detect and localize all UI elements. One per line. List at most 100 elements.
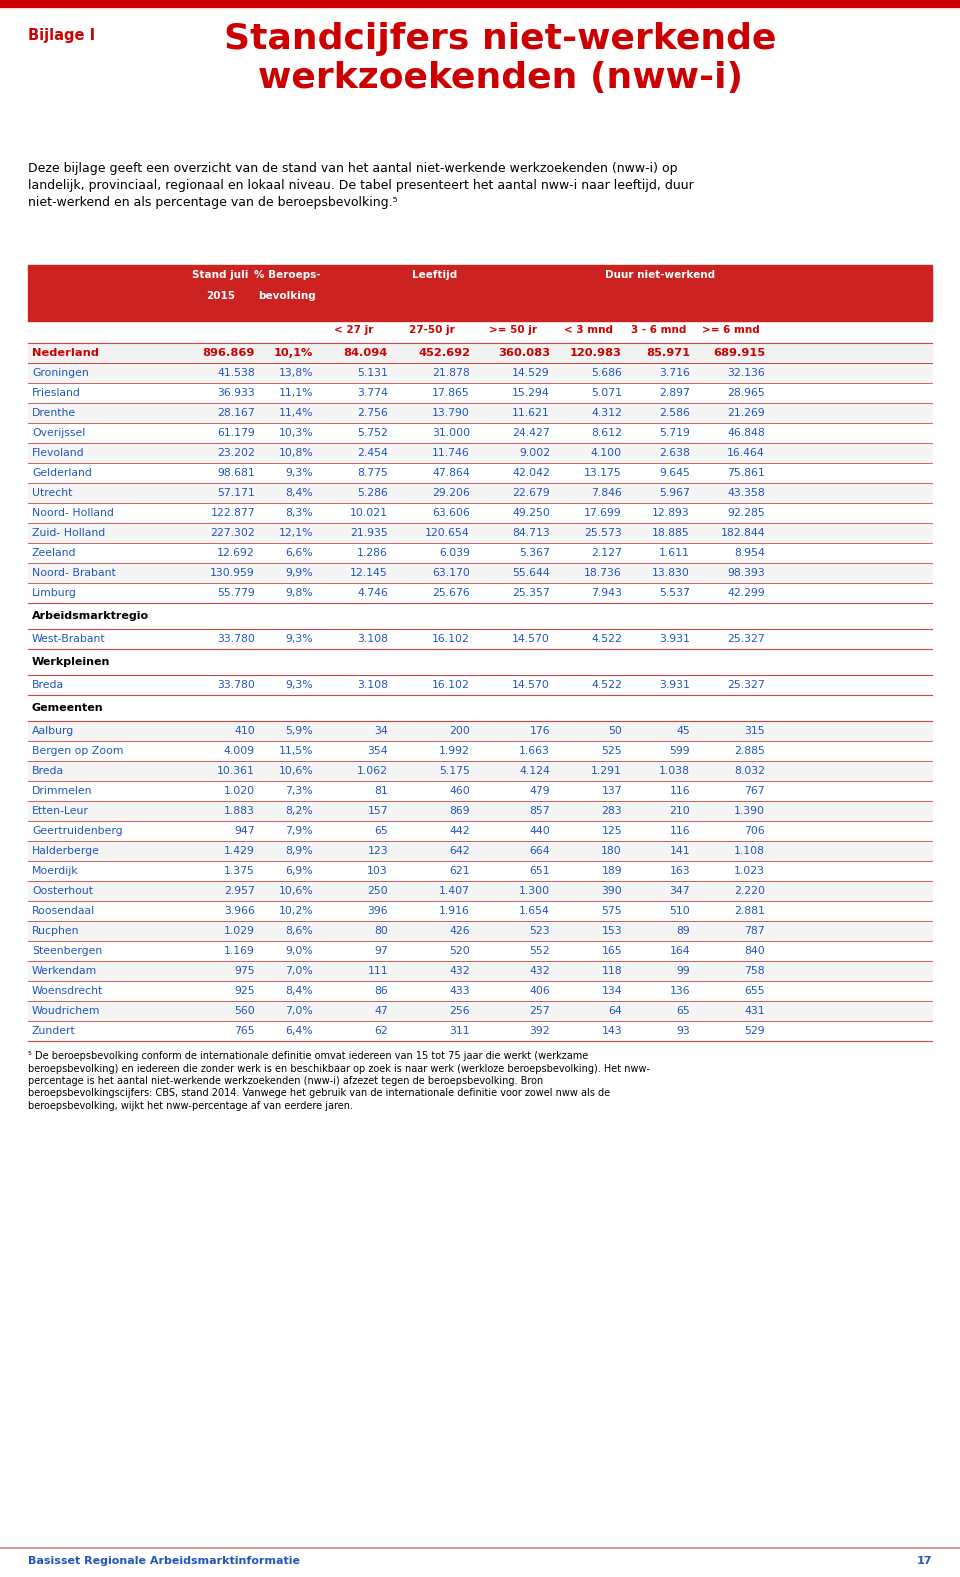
Text: 1.663: 1.663: [519, 746, 550, 755]
Bar: [28, 404, 932, 423]
Text: beroepsbevolkingscijfers: CBS, stand 2014. Vanwege het gebruik van de internatio: beroepsbevolkingscijfers: CBS, stand 201…: [28, 1088, 611, 1099]
Text: 765: 765: [234, 1027, 255, 1036]
Text: 21.269: 21.269: [728, 408, 765, 418]
Bar: [28, 960, 932, 981]
Text: 134: 134: [601, 986, 622, 997]
Text: 655: 655: [744, 986, 765, 997]
Text: 975: 975: [234, 967, 255, 976]
Text: 426: 426: [449, 926, 470, 937]
Text: Standcijfers niet-werkende
werkzoekenden (nww-i): Standcijfers niet-werkende werkzoekenden…: [224, 22, 777, 95]
Text: 257: 257: [529, 1006, 550, 1016]
Text: 2.220: 2.220: [734, 886, 765, 896]
Text: 1.286: 1.286: [357, 547, 388, 558]
Text: 510: 510: [669, 907, 690, 916]
Text: 25.676: 25.676: [432, 588, 470, 598]
Text: 47: 47: [374, 1006, 388, 1016]
Text: 1.992: 1.992: [439, 746, 470, 755]
Text: Zundert: Zundert: [32, 1027, 76, 1036]
Text: 89: 89: [676, 926, 690, 937]
Text: 5.967: 5.967: [660, 487, 690, 498]
Text: 10,1%: 10,1%: [274, 349, 313, 358]
Text: 25.573: 25.573: [585, 528, 622, 538]
Text: 5.071: 5.071: [591, 388, 622, 397]
Text: 227.302: 227.302: [210, 528, 255, 538]
Text: 12,1%: 12,1%: [278, 528, 313, 538]
Text: 311: 311: [449, 1027, 470, 1036]
Text: 1.038: 1.038: [659, 766, 690, 776]
Text: 5.686: 5.686: [591, 367, 622, 378]
Text: Rucphen: Rucphen: [32, 926, 80, 937]
Text: 13.830: 13.830: [652, 568, 690, 579]
Text: 130.959: 130.959: [210, 568, 255, 579]
Text: 14.570: 14.570: [512, 680, 550, 691]
Text: 182.844: 182.844: [720, 528, 765, 538]
Text: 137: 137: [601, 785, 622, 796]
Text: Bergen op Zoom: Bergen op Zoom: [32, 746, 124, 755]
Text: < 27 jr: < 27 jr: [334, 325, 373, 334]
Text: 9,3%: 9,3%: [285, 468, 313, 478]
Text: < 3 mnd: < 3 mnd: [564, 325, 613, 334]
Bar: [28, 464, 932, 483]
Text: 141: 141: [669, 845, 690, 856]
Text: 2.127: 2.127: [591, 547, 622, 558]
Text: 9.002: 9.002: [518, 448, 550, 457]
Bar: [28, 981, 932, 1001]
Text: ⁵ De beroepsbevolking conform de internationale definitie omvat iedereen van 15 : ⁵ De beroepsbevolking conform de interna…: [28, 1050, 588, 1061]
Text: 5.367: 5.367: [519, 547, 550, 558]
Text: 5.286: 5.286: [357, 487, 388, 498]
Text: 21.878: 21.878: [432, 367, 470, 378]
Text: 651: 651: [529, 866, 550, 875]
Bar: [28, 941, 932, 960]
Text: 65: 65: [676, 1006, 690, 1016]
Text: 21.935: 21.935: [350, 528, 388, 538]
Text: 869: 869: [449, 806, 470, 815]
Text: Geertruidenberg: Geertruidenberg: [32, 826, 123, 836]
Bar: [28, 882, 932, 900]
Text: 599: 599: [669, 746, 690, 755]
Text: 11,5%: 11,5%: [278, 746, 313, 755]
Bar: [0, 0, 960, 6]
Text: 16.102: 16.102: [432, 634, 470, 643]
Text: 925: 925: [234, 986, 255, 997]
Text: 9,0%: 9,0%: [285, 946, 313, 956]
Text: 55.644: 55.644: [513, 568, 550, 579]
Text: 42.042: 42.042: [512, 468, 550, 478]
Text: 8,4%: 8,4%: [285, 487, 313, 498]
Text: Zuid- Holland: Zuid- Holland: [32, 528, 106, 538]
Text: Utrecht: Utrecht: [32, 487, 72, 498]
Text: 14.570: 14.570: [512, 634, 550, 643]
Text: 523: 523: [529, 926, 550, 937]
Text: 153: 153: [601, 926, 622, 937]
Text: 18.885: 18.885: [652, 528, 690, 538]
Text: 6,6%: 6,6%: [285, 547, 313, 558]
Text: 92.285: 92.285: [728, 508, 765, 517]
Text: 13.790: 13.790: [432, 408, 470, 418]
Text: Woensdrecht: Woensdrecht: [32, 986, 104, 997]
Text: 111: 111: [368, 967, 388, 976]
Text: 50: 50: [608, 725, 622, 736]
Text: 93: 93: [676, 1027, 690, 1036]
Text: 840: 840: [744, 946, 765, 956]
Text: 24.427: 24.427: [513, 427, 550, 438]
Bar: [28, 344, 932, 363]
Text: 315: 315: [744, 725, 765, 736]
Text: 1.390: 1.390: [734, 806, 765, 815]
Text: 2015: 2015: [206, 292, 235, 301]
Text: 57.171: 57.171: [217, 487, 255, 498]
Text: Friesland: Friesland: [32, 388, 81, 397]
Text: Leeftijd: Leeftijd: [412, 270, 457, 281]
Text: 11.746: 11.746: [432, 448, 470, 457]
Text: 32.136: 32.136: [728, 367, 765, 378]
Text: 520: 520: [449, 946, 470, 956]
Text: 3.774: 3.774: [357, 388, 388, 397]
Text: 143: 143: [601, 1027, 622, 1036]
Text: 2.638: 2.638: [660, 448, 690, 457]
Text: 4.009: 4.009: [224, 746, 255, 755]
Text: beroepsbevolking, wijkt het nww-percentage af van eerdere jaren.: beroepsbevolking, wijkt het nww-percenta…: [28, 1101, 353, 1112]
Bar: [28, 483, 932, 503]
Text: 2.881: 2.881: [734, 907, 765, 916]
Bar: [28, 781, 932, 801]
Text: Deze bijlage geeft een overzicht van de stand van het aantal niet-werkende werkz: Deze bijlage geeft een overzicht van de …: [28, 162, 694, 210]
Text: 63.606: 63.606: [432, 508, 470, 517]
Text: 16.102: 16.102: [432, 680, 470, 691]
